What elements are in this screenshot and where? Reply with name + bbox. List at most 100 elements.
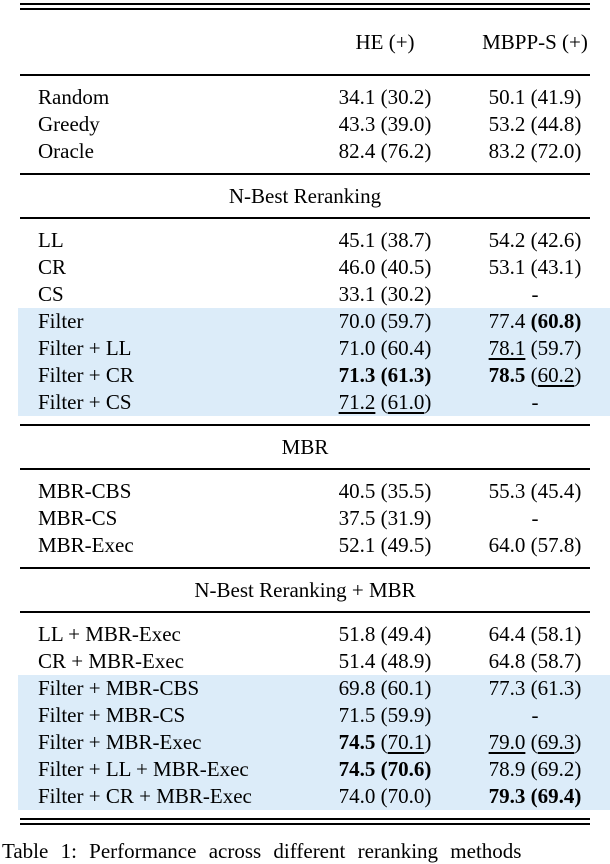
mbpp-value-cell: 78.9 (69.2)	[460, 757, 610, 782]
mbpp-paren-value: (72.0)	[530, 139, 582, 163]
mbpp-main-value: 64.0	[488, 533, 526, 557]
mbpp-value-cell: 79.0 (69.3)	[460, 730, 610, 755]
column-header-mbpp: MBPP-S (+)	[482, 29, 588, 54]
table-row: Filter + LL + MBR-Exec 74.5 (70.6) 78.9 …	[0, 756, 610, 783]
section-title-nbest-reranking: N-Best Reranking	[228, 183, 382, 208]
he-value-cell: 46.0 (40.5)	[310, 255, 460, 280]
he-paren-value: (40.5)	[380, 255, 432, 279]
table-row: Filter + LL 71.0 (60.4) 78.1 (59.7)	[0, 335, 610, 362]
mbpp-main-value: 50.1	[488, 85, 526, 109]
he-main-value: 45.1	[338, 228, 376, 252]
row-label: Filter + MBR-CS	[38, 703, 186, 727]
mbpp-paren-value: (44.8)	[530, 112, 582, 136]
he-value-cell: 51.4 (48.9)	[310, 649, 460, 674]
row-label: LL + MBR-Exec	[38, 622, 181, 646]
section-rule	[20, 567, 590, 569]
he-value-cell: 74.0 (70.0)	[310, 784, 460, 809]
he-paren-value: (49.5)	[380, 533, 432, 557]
row-label: CS	[38, 282, 64, 306]
he-value-cell: 71.0 (60.4)	[310, 336, 460, 361]
he-paren-value: (59.9)	[380, 703, 432, 727]
he-paren-value: (59.7)	[380, 309, 432, 333]
he-value-cell: 51.8 (49.4)	[310, 622, 460, 647]
table-bottom-rule	[20, 818, 590, 825]
section-rule	[20, 424, 590, 426]
table-row: CR + MBR-Exec 51.4 (48.9) 64.8 (58.7)	[0, 648, 610, 675]
table-row: CS 33.1 (30.2) -	[0, 281, 610, 308]
he-main-value: 71.0	[338, 336, 376, 360]
mbpp-main-value: 64.4	[488, 622, 526, 646]
he-main-value: 74.5	[338, 757, 376, 781]
mbpp-value-cell: 79.3 (69.4)	[460, 784, 610, 809]
row-label: MBR-Exec	[38, 533, 134, 557]
he-main-value: 40.5	[338, 479, 376, 503]
mbpp-main-value: -	[531, 390, 539, 414]
he-paren-value: (30.2)	[380, 282, 432, 306]
he-main-value: 43.3	[338, 112, 376, 136]
table-row: LL + MBR-Exec 51.8 (49.4) 64.4 (58.1)	[0, 621, 610, 648]
row-label: Filter	[38, 309, 84, 333]
row-label: Filter + MBR-Exec	[38, 730, 202, 754]
he-main-value: 74.5	[338, 730, 376, 754]
he-value-cell: 45.1 (38.7)	[310, 228, 460, 253]
mbpp-value-cell: 77.3 (61.3)	[460, 676, 610, 701]
mbpp-paren-value: (58.1)	[530, 622, 582, 646]
table-row: Filter + MBR-CBS 69.8 (60.1) 77.3 (61.3)	[0, 675, 610, 702]
mbpp-paren-value: (69.2)	[530, 757, 582, 781]
he-paren-value: (39.0)	[380, 112, 432, 136]
section-nbest-reranking: LL 45.1 (38.7) 54.2 (42.6) CR 46.0 (40.5…	[0, 219, 610, 424]
table-row: LL 45.1 (38.7) 54.2 (42.6)	[0, 227, 610, 254]
mbpp-main-value: 64.8	[488, 649, 526, 673]
he-main-value: 34.1	[338, 85, 376, 109]
row-label: LL	[38, 228, 64, 252]
he-value-cell: 33.1 (30.2)	[310, 282, 460, 307]
table-row: Filter + MBR-Exec 74.5 (70.1) 79.0 (69.3…	[0, 729, 610, 756]
he-main-value: 71.2	[338, 390, 376, 414]
table-row: MBR-Exec 52.1 (49.5) 64.0 (57.8)	[0, 532, 610, 559]
table-row: Oracle 82.4 (76.2) 83.2 (72.0)	[0, 138, 610, 165]
he-paren-value: (76.2)	[380, 139, 432, 163]
he-main-value: 70.0	[338, 309, 376, 333]
section-rule	[20, 611, 590, 613]
table-row: Random 34.1 (30.2) 50.1 (41.9)	[0, 84, 610, 111]
row-label: Filter + MBR-CBS	[38, 676, 200, 700]
mbpp-value-cell: 50.1 (41.9)	[460, 85, 610, 110]
table-top-rule	[20, 3, 590, 10]
table-row: Greedy 43.3 (39.0) 53.2 (44.8)	[0, 111, 610, 138]
table-row: MBR-CBS 40.5 (35.5) 55.3 (45.4)	[0, 478, 610, 505]
he-paren-value: (70.6)	[380, 757, 432, 781]
he-value-cell: 52.1 (49.5)	[310, 533, 460, 558]
he-value-cell: 71.2 (61.0)	[310, 390, 460, 415]
he-main-value: 37.5	[338, 506, 376, 530]
mbpp-main-value: 54.2	[488, 228, 526, 252]
mbpp-value-cell: 77.4 (60.8)	[460, 309, 610, 334]
mbpp-value-cell: 54.2 (42.6)	[460, 228, 610, 253]
table-header-row: HE (+) MBPP-S (+)	[0, 10, 610, 74]
mbpp-value-cell: 64.4 (58.1)	[460, 622, 610, 647]
he-main-value: 51.8	[338, 622, 376, 646]
he-main-value: 82.4	[338, 139, 376, 163]
table-caption: Table 1: Performance across different re…	[2, 839, 522, 863]
row-label: MBR-CBS	[38, 479, 132, 503]
section-rule	[20, 468, 590, 470]
mbpp-value-cell: 78.1 (59.7)	[460, 336, 610, 361]
table-row: Filter + CR 71.3 (61.3) 78.5 (60.2)	[0, 362, 610, 389]
mbpp-paren-value: (57.8)	[530, 533, 582, 557]
row-label: Filter + CR	[38, 363, 134, 387]
row-label: Oracle	[38, 139, 94, 163]
section-nbest-reranking-mbr: LL + MBR-Exec 51.8 (49.4) 64.4 (58.1) CR…	[0, 613, 610, 818]
he-value-cell: 71.5 (59.9)	[310, 703, 460, 728]
section-title-mbr: MBR	[281, 434, 329, 459]
mbpp-value-cell: -	[460, 506, 610, 531]
row-label: Greedy	[38, 112, 100, 136]
he-paren-value: (31.9)	[380, 506, 432, 530]
mbpp-value-cell: 55.3 (45.4)	[460, 479, 610, 504]
mbpp-main-value: -	[531, 703, 539, 727]
he-value-cell: 82.4 (76.2)	[310, 139, 460, 164]
he-paren-value: (35.5)	[380, 479, 432, 503]
mbpp-paren-value: (60.8)	[530, 309, 582, 333]
he-main-value: 46.0	[338, 255, 376, 279]
table-row: Filter 70.0 (59.7) 77.4 (60.8)	[0, 308, 610, 335]
he-paren-value: (38.7)	[380, 228, 432, 252]
section-rule	[20, 173, 590, 175]
